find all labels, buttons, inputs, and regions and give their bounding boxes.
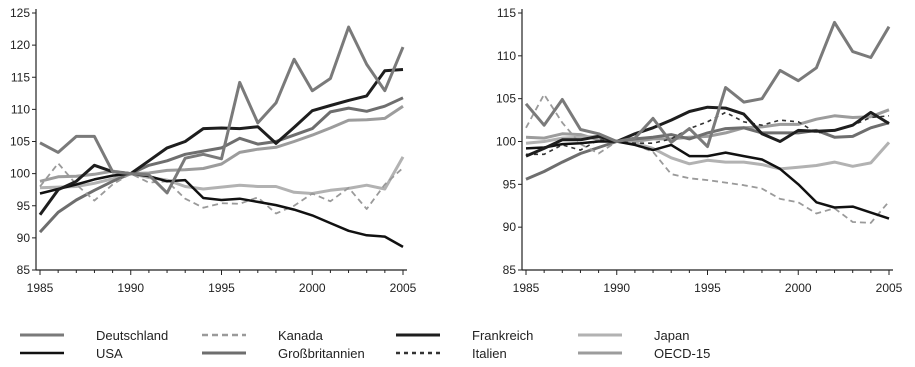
y-tick-label: 95	[503, 177, 517, 191]
y-tick-label: 110	[497, 49, 516, 63]
legend-swatch-japan	[578, 333, 622, 337]
y-tick-label: 120	[10, 38, 30, 52]
chart-panel-1: 85 90 95 100 105 110 115 120 125 1985 1990 1995 2000…	[10, 6, 417, 295]
legend-label: OECD-15	[654, 345, 711, 361]
y-tick-label: 115	[497, 6, 516, 20]
legend-swatch-grossbritannien	[202, 351, 246, 355]
x-tick-label: 2005	[876, 281, 903, 295]
legend-label: Großbritannien	[278, 345, 365, 361]
y-tick-label: 90	[503, 220, 517, 234]
x-tick-label: 2000	[299, 281, 326, 295]
legend-item-usa: USA	[18, 344, 123, 362]
legend-item-deutschland: Deutschland	[18, 326, 168, 344]
y-tick-label: 95	[17, 199, 31, 213]
y-tick-label: 110	[11, 102, 30, 116]
y-tick-label: 85	[17, 263, 31, 277]
legend-label: Kanada	[278, 327, 323, 343]
y-tick-label: 100	[496, 135, 516, 149]
series-line-grossbritannien	[525, 121, 890, 181]
legend: Deutschland USA Kanada Großbritannien Fr…	[0, 322, 915, 367]
x-tick-label: 2000	[785, 281, 812, 295]
y-tick-label: 125	[10, 6, 30, 20]
legend-label: Deutschland	[96, 327, 169, 343]
series-line-frankreich	[525, 105, 890, 158]
legend-label: USA	[96, 345, 123, 361]
charts-canvas: 85 90 95 100 105 110 115 120 125 1985 1990 1995 2000…	[10, 6, 903, 295]
chart-panel-2: 85 90 95 100 105 110 115 1985 1990 1995 2000 2005	[496, 6, 903, 295]
y-tick-label: 105	[10, 135, 30, 149]
x-tick-label: 1995	[694, 281, 721, 295]
series-line-deutschland	[39, 25, 405, 195]
x-tick-label: 1985	[27, 281, 54, 295]
series-line-japan	[525, 134, 891, 171]
legend-item-grossbritannien: Großbritannien	[200, 344, 365, 362]
legend-swatch-frankreich	[396, 333, 440, 337]
x-tick-label: 1990	[603, 281, 630, 295]
y-tick-label: 105	[496, 92, 516, 106]
legend-label: Japan	[654, 327, 690, 343]
x-tick-label: 1995	[208, 281, 235, 295]
x-tick-label: 1985	[513, 281, 540, 295]
series-line-grossbritannien	[38, 96, 404, 234]
series-line-usa	[39, 172, 404, 248]
series-line-deutschland	[524, 20, 891, 149]
series-line-kanada	[525, 93, 890, 224]
x-tick-label: 1990	[117, 281, 144, 295]
legend-swatch-deutschland	[20, 333, 64, 337]
x-tick-label: 2005	[390, 281, 417, 295]
y-tick-label: 90	[17, 231, 31, 245]
series-line-frankreich	[38, 68, 404, 216]
legend-swatch-usa	[20, 351, 64, 355]
legend-label: Italien	[472, 345, 507, 361]
y-tick-label: 85	[503, 263, 517, 277]
y-tick-label: 100	[10, 167, 30, 181]
legend-item-frankreich: Frankreich	[394, 326, 533, 344]
legend-swatch-oecd-15	[578, 351, 622, 355]
series-line-oecd-15	[39, 104, 404, 183]
legend-item-japan: Japan	[576, 326, 689, 344]
legend-swatch-kanada	[202, 333, 246, 337]
series-line-japan	[39, 156, 405, 195]
legend-label: Frankreich	[472, 327, 534, 343]
y-tick-label: 115	[11, 70, 30, 84]
legend-item-kanada: Kanada	[200, 326, 323, 344]
legend-swatch-italien	[396, 351, 440, 355]
series-line-usa	[525, 140, 890, 220]
legend-item-oecd-15: OECD-15	[576, 344, 710, 362]
legend-item-italien: Italien	[394, 344, 507, 362]
